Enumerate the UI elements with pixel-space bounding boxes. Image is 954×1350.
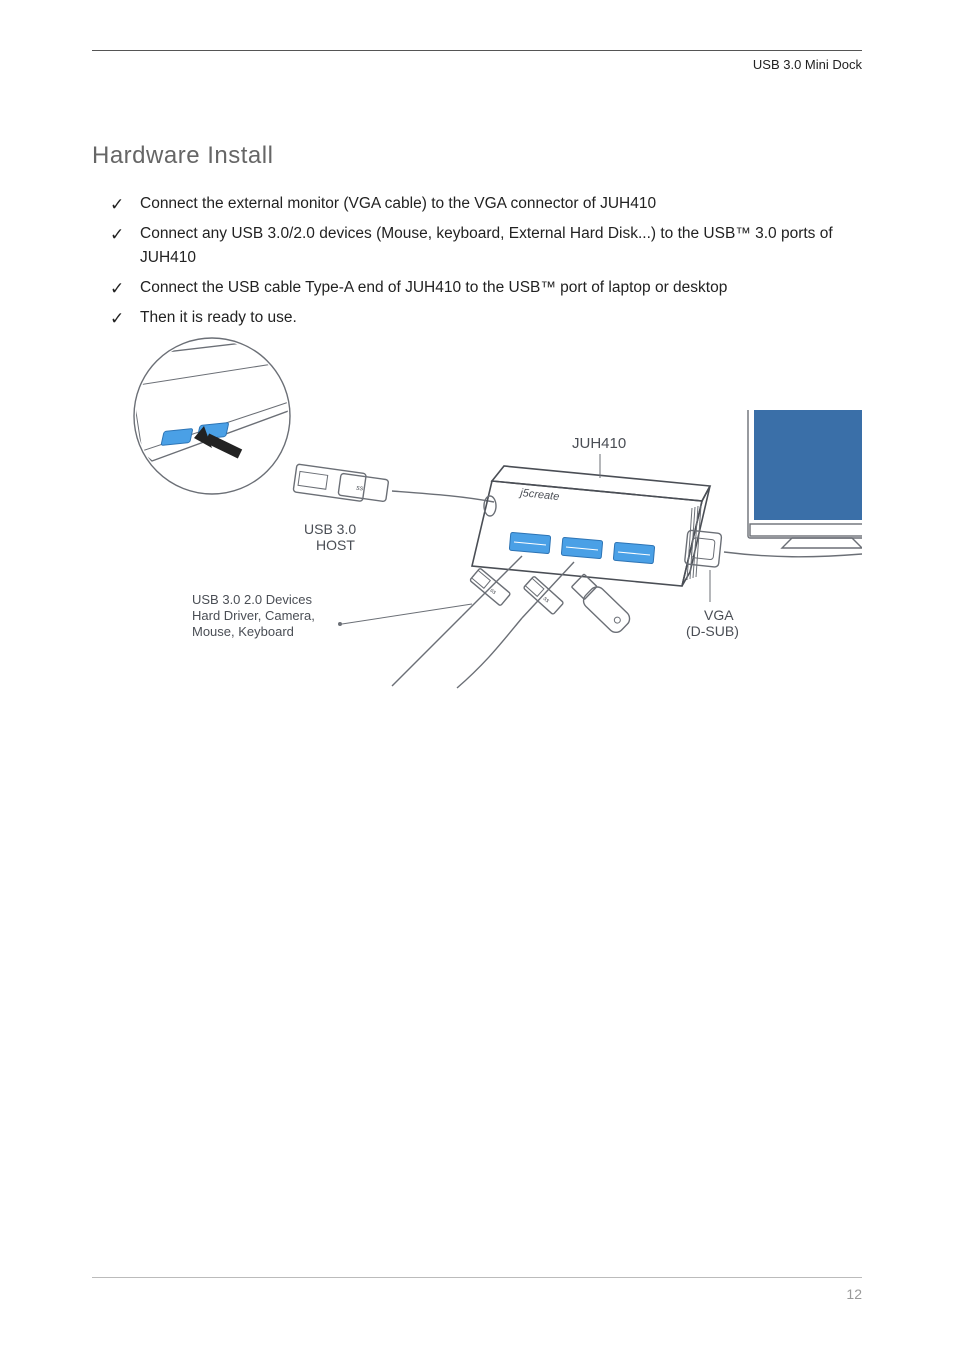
svg-text:j5create: j5create bbox=[518, 487, 560, 503]
label-devices-3: Mouse, Keyboard bbox=[192, 624, 294, 639]
svg-text:USB 3.0 2.0 Devices Ha: USB 3.0 2.0 Devices Hard Driver, Camera,… bbox=[192, 592, 318, 639]
step-2: Connect any USB 3.0/2.0 devices (Mouse, … bbox=[110, 222, 862, 270]
label-vga-2: (D-SUB) bbox=[686, 623, 739, 639]
step-4: Then it is ready to use. bbox=[110, 306, 862, 330]
page-number: 12 bbox=[846, 1286, 862, 1302]
svg-text:VGA (D-SUB): VGA (D-SUB) bbox=[686, 607, 739, 639]
header-rule bbox=[92, 50, 862, 51]
footer-rule bbox=[92, 1277, 862, 1278]
header: USB 3.0 Mini Dock bbox=[92, 57, 862, 72]
install-steps: Connect the external monitor (VGA cable)… bbox=[110, 192, 862, 330]
step-1: Connect the external monitor (VGA cable)… bbox=[110, 192, 862, 216]
label-host-line1: USB 3.0 bbox=[304, 521, 356, 537]
svg-text:USB 3.0 HOST: USB 3.0 HOST bbox=[304, 521, 360, 553]
label-hub-model: JUH410 bbox=[572, 435, 626, 452]
label-devices-1: USB 3.0 2.0 Devices bbox=[192, 592, 312, 607]
svg-text:ss: ss bbox=[356, 485, 364, 493]
label-vga-1: VGA bbox=[704, 607, 734, 623]
diagram-svg: .ol { fill:none; stroke:#6b6f76; stroke-… bbox=[92, 336, 862, 696]
footer: 12 bbox=[92, 1286, 862, 1302]
label-devices-2: Hard Driver, Camera, bbox=[192, 608, 315, 623]
step-3: Connect the USB cable Type-A end of JUH4… bbox=[110, 276, 862, 300]
connection-diagram: .ol { fill:none; stroke:#6b6f76; stroke-… bbox=[92, 336, 862, 696]
label-host-line2: HOST bbox=[316, 537, 355, 553]
svg-text:ss: ss bbox=[542, 596, 550, 604]
header-product-name: USB 3.0 Mini Dock bbox=[753, 57, 862, 72]
section-title: Hardware Install bbox=[92, 142, 862, 170]
